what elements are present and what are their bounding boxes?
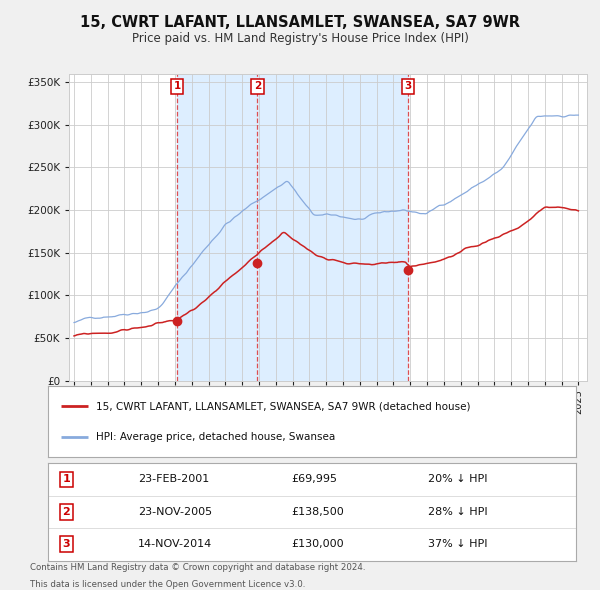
Text: 1: 1 bbox=[173, 81, 181, 91]
Text: 23-FEB-2001: 23-FEB-2001 bbox=[138, 474, 209, 484]
Text: 2: 2 bbox=[62, 507, 70, 517]
Text: HPI: Average price, detached house, Swansea: HPI: Average price, detached house, Swan… bbox=[95, 432, 335, 442]
Text: Price paid vs. HM Land Registry's House Price Index (HPI): Price paid vs. HM Land Registry's House … bbox=[131, 32, 469, 45]
Text: 3: 3 bbox=[404, 81, 412, 91]
Text: 28% ↓ HPI: 28% ↓ HPI bbox=[428, 507, 488, 517]
Text: Contains HM Land Registry data © Crown copyright and database right 2024.: Contains HM Land Registry data © Crown c… bbox=[30, 563, 365, 572]
Text: 23-NOV-2005: 23-NOV-2005 bbox=[138, 507, 212, 517]
Text: 20% ↓ HPI: 20% ↓ HPI bbox=[428, 474, 488, 484]
Text: £69,995: £69,995 bbox=[291, 474, 337, 484]
Text: 15, CWRT LAFANT, LLANSAMLET, SWANSEA, SA7 9WR: 15, CWRT LAFANT, LLANSAMLET, SWANSEA, SA… bbox=[80, 15, 520, 30]
Text: 2: 2 bbox=[254, 81, 261, 91]
Text: £130,000: £130,000 bbox=[291, 539, 344, 549]
Text: 3: 3 bbox=[62, 539, 70, 549]
Text: 1: 1 bbox=[62, 474, 70, 484]
Bar bbox=[177, 74, 408, 381]
Text: 15, CWRT LAFANT, LLANSAMLET, SWANSEA, SA7 9WR (detached house): 15, CWRT LAFANT, LLANSAMLET, SWANSEA, SA… bbox=[95, 401, 470, 411]
Text: 37% ↓ HPI: 37% ↓ HPI bbox=[428, 539, 488, 549]
Text: 14-NOV-2014: 14-NOV-2014 bbox=[138, 539, 212, 549]
Text: £138,500: £138,500 bbox=[291, 507, 344, 517]
Text: This data is licensed under the Open Government Licence v3.0.: This data is licensed under the Open Gov… bbox=[30, 580, 305, 589]
